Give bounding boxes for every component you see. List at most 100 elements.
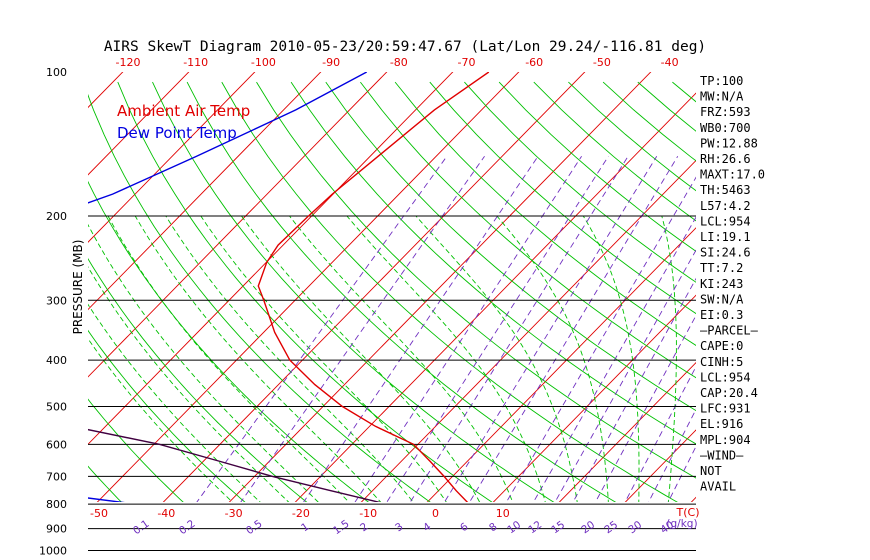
stat-item: SI:24.6 (700, 246, 751, 260)
isotherm-line (88, 72, 124, 109)
isotherm-line (294, 92, 696, 502)
dry-adiabat-line (498, 81, 696, 252)
pressure-tick-label: 200 (46, 210, 67, 223)
isotherm-line (162, 72, 586, 502)
moist-adiabat-line (88, 266, 290, 502)
temp-axis-label: T(C) (676, 506, 700, 519)
isotherm-line (558, 361, 696, 502)
isotherm-line (88, 72, 256, 243)
top-temp-tick-label: -40 (661, 56, 679, 69)
ambient-air-temp-line (257, 72, 490, 502)
dry-adiabat-line (429, 81, 696, 315)
series-layer (88, 72, 490, 502)
isotherm-line (0, 61, 1, 560)
pressure-tick-label: 300 (46, 294, 67, 307)
dry-adiabat-line (88, 329, 246, 502)
dry-adiabat-line (464, 81, 696, 283)
dry-adiabat-line (88, 258, 308, 502)
moist-adiabat-line (134, 215, 382, 502)
dry-adiabat-line (88, 93, 431, 502)
bottom-temp-tick-label: -50 (90, 507, 108, 520)
isotherm-line (766, 61, 870, 560)
top-temp-tick-label: -50 (593, 56, 611, 69)
moist-adiabat-line (107, 215, 350, 502)
isotherm-line (624, 429, 696, 502)
mixing-ratio-tick-label: 10 (505, 519, 523, 537)
mixing-ratio-unit-label: (g/kg) (666, 518, 697, 530)
isotherm-line (492, 294, 696, 502)
legend-ambient-air-temp: Ambient Air Temp (117, 102, 250, 120)
isotherm-line (96, 72, 520, 502)
mixing-ratio-tick-label: 1 (299, 521, 311, 535)
mixing-ratio-tick-label: 8 (487, 521, 499, 535)
stat-item: RH:26.6 (700, 152, 751, 166)
dry-adiabat-line (325, 81, 696, 412)
mixing-ratio-line (533, 216, 696, 502)
isotherm-line (426, 227, 696, 502)
pressure-tick-label: 600 (46, 438, 67, 451)
mixing-ratio-tick-label: 3 (393, 521, 405, 535)
top-temp-tick-label: -60 (525, 56, 543, 69)
stat-item: LI:19.1 (700, 230, 751, 244)
mixing-ratio-tick-label: 6 (458, 521, 471, 535)
isotherm-line (360, 159, 696, 502)
top-temp-tick-label: -100 (251, 56, 276, 69)
stat-item: CINH:5 (700, 355, 743, 369)
chart-title: AIRS SkewT Diagram 2010-05-23/20:59:47.6… (104, 39, 706, 55)
pressure-tick-label: 400 (46, 354, 67, 367)
stat-item: KI:243 (700, 277, 743, 291)
dry-adiabat-line (256, 81, 696, 479)
dry-adiabat-line (88, 398, 184, 502)
stat-item: CAP:20.4 (700, 386, 758, 400)
y-axis-label: PRESSURE (MB) (71, 240, 85, 335)
isotherm-line (88, 72, 322, 311)
mixing-ratio-line (572, 277, 696, 502)
isotherm-line (88, 72, 454, 445)
mixing-ratio-tick-label: 25 (602, 519, 620, 537)
isotherm-line (88, 72, 388, 378)
top-temp-tick-label: -90 (322, 56, 340, 69)
mixing-ratio-tick-label: 4 (421, 521, 434, 535)
stat-item: —WIND— (700, 448, 744, 462)
stat-item: LCL:954 (700, 214, 751, 228)
stat-item: LCL:954 (700, 370, 751, 384)
stat-item: MAXT:17.0 (700, 168, 765, 182)
mixing-ratio-line (196, 155, 448, 502)
mixing-ratio-line (554, 249, 696, 502)
mixing-ratio-tick-label: 20 (579, 519, 597, 537)
dry-adiabat-line (776, 82, 870, 560)
dry-adiabat-line (360, 81, 696, 379)
mixing-ratio-line (469, 156, 679, 502)
mixing-ratio-line (443, 156, 658, 502)
stat-item: NOT (700, 464, 722, 478)
mixing-ratio-line (667, 445, 696, 502)
mixing-ratio-tick-label: 12 (526, 519, 544, 537)
top-temp-tick-label: -110 (183, 56, 208, 69)
pressure-tick-label: 800 (46, 498, 67, 511)
mixing-ratio-tick-label: 0.1 (131, 518, 152, 537)
stat-item: AVAIL (700, 480, 736, 494)
isotherm-line (0, 61, 67, 560)
mixing-ratio-tick-label: 0.5 (244, 518, 265, 537)
pressure-tick-label: 100 (46, 66, 67, 79)
dry-adiabat-line (186, 81, 617, 502)
isobar-lines (88, 215, 696, 551)
isotherm-line (88, 72, 190, 176)
moist-adiabat-line (88, 223, 319, 502)
bottom-temp-tick-label: 10 (496, 507, 510, 520)
pressure-tick-label: 700 (46, 470, 67, 483)
dry-adiabat-line (0, 82, 117, 560)
mixing-ratio-tick-label: 15 (549, 519, 567, 537)
moist-adiabat-line (200, 215, 447, 502)
stat-item: TP:100 (700, 74, 743, 88)
moist-adiabat-line (88, 337, 233, 502)
legend-dew-point-temp: Dew Point Temp (117, 124, 237, 142)
pressure-tick-label: 900 (46, 523, 67, 536)
dry-adiabat-line (88, 465, 122, 502)
top-temp-tick-label: -80 (390, 56, 408, 69)
top-temp-tick-label: -70 (458, 56, 476, 69)
mixing-ratio-tick-label: 30 (626, 519, 644, 537)
stat-item: MPL:904 (700, 433, 751, 447)
top-temp-tick-label: -120 (116, 56, 141, 69)
